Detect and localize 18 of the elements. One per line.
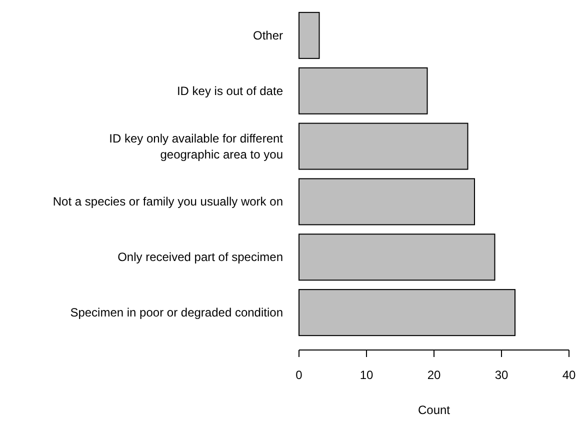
bar [298,122,468,170]
y-tick-label: ID key only available for different geographic area to you [109,131,284,162]
y-tick-label: Not a species or family you usually work on [52,194,283,209]
y-tick-label: Only received part of specimen [118,250,283,264]
x-tick-label: 10 [360,368,374,382]
x-tick-label: 20 [427,368,441,382]
bar [298,234,496,281]
y-tick-label: Specimen in poor or degraded condition [70,306,283,320]
bar [298,178,475,226]
y-tick-label: Other [252,28,283,42]
y-tick-label: ID key is out of date [176,84,284,98]
x-tick-label: 40 [562,368,576,382]
bar [298,289,516,336]
x-tick-label: 0 [296,368,303,382]
bar [298,12,320,59]
bar [298,67,428,114]
x-tick-label: 30 [494,368,508,382]
x-axis-title: Count [418,403,451,417]
